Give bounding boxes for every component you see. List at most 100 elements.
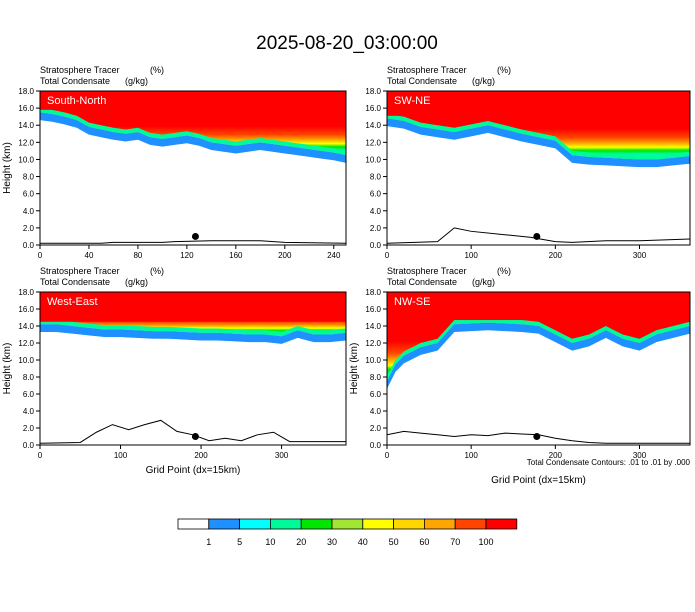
plot-frame xyxy=(39,291,347,446)
x-tick-label: 100 xyxy=(114,451,128,460)
x-tick-label: 0 xyxy=(385,251,390,260)
y-tick-label: 0.0 xyxy=(23,441,35,450)
y-tick-label: 16.0 xyxy=(18,305,34,314)
terrain-line xyxy=(40,240,346,244)
panel-subtitle-units: (%) xyxy=(497,266,511,276)
panel-label: NW-SE xyxy=(394,296,430,308)
x-tick-label: 0 xyxy=(385,451,390,460)
colorbar-label: 100 xyxy=(478,537,493,547)
y-tick-label: 16.0 xyxy=(365,104,381,113)
terrain-line xyxy=(387,430,690,444)
y-axis-label: Height (km) xyxy=(349,343,360,395)
y-tick-label: 18.0 xyxy=(365,288,381,297)
panel-subtitle-units: (g/kg) xyxy=(125,277,148,287)
colorbar-label: 60 xyxy=(419,537,429,547)
contour-note: Total Condensate Contours: .01 to .01 by… xyxy=(527,458,691,467)
x-tick-label: 0 xyxy=(38,451,43,460)
panel-south-north: Stratosphere Tracer (%) Total Condensate (g… xyxy=(2,65,347,260)
tracer-band xyxy=(40,108,346,156)
x-tick-label: 100 xyxy=(464,251,478,260)
stratosphere-band xyxy=(40,91,346,110)
y-tick-label: 2.0 xyxy=(370,224,382,233)
location-marker xyxy=(533,433,541,440)
y-tick-label: 16.0 xyxy=(365,305,381,314)
panel-label: South-North xyxy=(47,95,106,107)
panel-subtitle: Total Condensate xyxy=(387,277,457,287)
colorbar-swatch xyxy=(485,518,518,530)
panel-west-east: Stratosphere Tracer (%) Total Condensate (g… xyxy=(2,266,347,476)
y-tick-label: 0.0 xyxy=(370,241,382,250)
x-tick-label: 300 xyxy=(633,251,647,260)
colorbar-label: 30 xyxy=(327,537,337,547)
y-tick-label: 18.0 xyxy=(18,288,34,297)
y-tick-label: 16.0 xyxy=(18,104,34,113)
x-tick-label: 200 xyxy=(549,251,563,260)
panel-subtitle: Stratosphere Tracer xyxy=(40,65,120,75)
panel-label: West-East xyxy=(47,296,98,308)
y-tick-label: 6.0 xyxy=(370,190,382,199)
panel-subtitle-units: (%) xyxy=(150,266,164,276)
tracer-fringe xyxy=(40,324,346,344)
panel-nw-se: Stratosphere Tracer (%) Total Condensate (g… xyxy=(349,266,691,486)
colorbar-swatch xyxy=(239,518,271,530)
y-tick-label: 10.0 xyxy=(18,155,34,164)
y-tick-label: 14.0 xyxy=(365,121,381,130)
colorbar-swatch xyxy=(269,518,302,530)
panel-subtitle: Stratosphere Tracer xyxy=(40,266,120,276)
y-tick-label: 8.0 xyxy=(370,173,382,182)
y-tick-label: 10.0 xyxy=(365,155,381,164)
y-tick-label: 12.0 xyxy=(18,138,34,147)
stratosphere-band xyxy=(387,91,690,116)
panel-subtitle: Stratosphere Tracer xyxy=(387,65,467,75)
stratosphere-band xyxy=(40,292,346,322)
x-tick-label: 80 xyxy=(133,251,142,260)
tracer-fringe xyxy=(387,322,690,389)
tracer-band xyxy=(387,114,690,160)
colorbar-swatch xyxy=(208,518,241,530)
x-tick-label: 300 xyxy=(633,451,647,460)
plot-frame xyxy=(386,90,691,246)
x-tick-label: 100 xyxy=(464,451,478,460)
tracer-band xyxy=(387,318,690,382)
colorbar-swatch xyxy=(454,518,487,530)
x-axis-label: Grid Point (dx=15km) xyxy=(491,475,586,486)
x-tick-label: 120 xyxy=(180,251,194,260)
y-tick-label: 8.0 xyxy=(23,373,35,382)
panel-subtitle-units: (g/kg) xyxy=(472,76,495,86)
colorbar-label: 10 xyxy=(265,537,275,547)
y-tick-label: 12.0 xyxy=(18,339,34,348)
figure-title: 2025-08-20_03:00:00 xyxy=(256,33,438,54)
location-marker xyxy=(191,433,199,440)
colorbar-label: 5 xyxy=(237,537,242,547)
colorbar-label: 40 xyxy=(358,537,368,547)
y-tick-label: 10.0 xyxy=(365,356,381,365)
panel-subtitle-units: (%) xyxy=(150,65,164,75)
y-tick-label: 12.0 xyxy=(365,339,381,348)
colorbar-label: 1 xyxy=(206,537,211,547)
colorbar-label: 70 xyxy=(450,537,460,547)
y-tick-label: 10.0 xyxy=(18,356,34,365)
colorbar-swatch xyxy=(362,518,394,530)
panel-subtitle: Total Condensate xyxy=(40,277,110,287)
colorbar-swatch xyxy=(393,518,425,530)
y-axis-label: Height (km) xyxy=(2,142,13,194)
x-tick-label: 240 xyxy=(327,251,341,260)
y-tick-label: 8.0 xyxy=(23,173,35,182)
plot-frame xyxy=(39,90,347,246)
y-axis-label: Height (km) xyxy=(2,343,13,395)
stratosphere-band xyxy=(387,292,690,321)
x-tick-label: 200 xyxy=(194,451,208,460)
location-marker xyxy=(191,232,199,240)
y-tick-label: 4.0 xyxy=(370,207,382,216)
y-tick-label: 6.0 xyxy=(370,390,382,399)
y-tick-label: 6.0 xyxy=(23,390,35,399)
tracer-fringe xyxy=(387,118,690,168)
panel-subtitle-units: (%) xyxy=(497,65,511,75)
y-tick-label: 14.0 xyxy=(18,121,34,130)
x-tick-label: 200 xyxy=(549,451,563,460)
y-tick-label: 18.0 xyxy=(365,87,381,96)
y-tick-label: 2.0 xyxy=(370,424,382,433)
location-marker xyxy=(533,232,541,240)
tracer-fringe xyxy=(40,112,346,163)
tracer-band xyxy=(40,320,346,337)
